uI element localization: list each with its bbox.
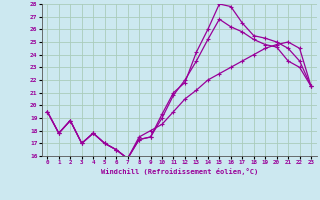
X-axis label: Windchill (Refroidissement éolien,°C): Windchill (Refroidissement éolien,°C) [100, 168, 258, 175]
